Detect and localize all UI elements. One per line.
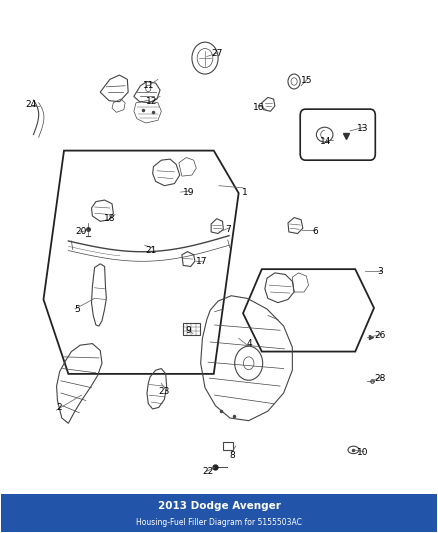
Text: 3: 3 [378, 268, 383, 276]
Text: 1: 1 [242, 188, 248, 197]
Text: 4: 4 [247, 339, 252, 348]
Text: 18: 18 [104, 214, 116, 223]
Text: 16: 16 [253, 102, 264, 111]
Text: 20: 20 [76, 228, 87, 237]
Text: 9: 9 [186, 326, 191, 335]
Text: 22: 22 [202, 467, 214, 475]
Bar [223, 442, 233, 450]
Text: 24: 24 [26, 100, 37, 109]
Text: 5: 5 [74, 304, 80, 313]
Text: 23: 23 [159, 387, 170, 396]
Text: 26: 26 [375, 331, 386, 340]
Text: 2: 2 [57, 403, 63, 412]
Text: 19: 19 [183, 188, 194, 197]
Text: 2013 Dodge Avenger: 2013 Dodge Avenger [158, 501, 280, 511]
Bar [1, 494, 437, 532]
Text: 17: 17 [196, 257, 207, 265]
Text: 8: 8 [229, 451, 235, 460]
Text: Housing-Fuel Filler Diagram for 5155503AC: Housing-Fuel Filler Diagram for 5155503A… [136, 518, 302, 527]
Text: 10: 10 [357, 448, 369, 457]
Text: 7: 7 [225, 225, 231, 234]
Bar [183, 323, 200, 335]
Text: 12: 12 [146, 97, 157, 106]
Text: 6: 6 [312, 228, 318, 237]
Text: 27: 27 [211, 50, 223, 58]
Text: 11: 11 [143, 81, 155, 90]
Text: 15: 15 [300, 76, 312, 85]
Text: 14: 14 [320, 137, 332, 146]
Text: 28: 28 [375, 374, 386, 383]
Text: 21: 21 [146, 246, 157, 255]
Text: 13: 13 [357, 124, 369, 133]
